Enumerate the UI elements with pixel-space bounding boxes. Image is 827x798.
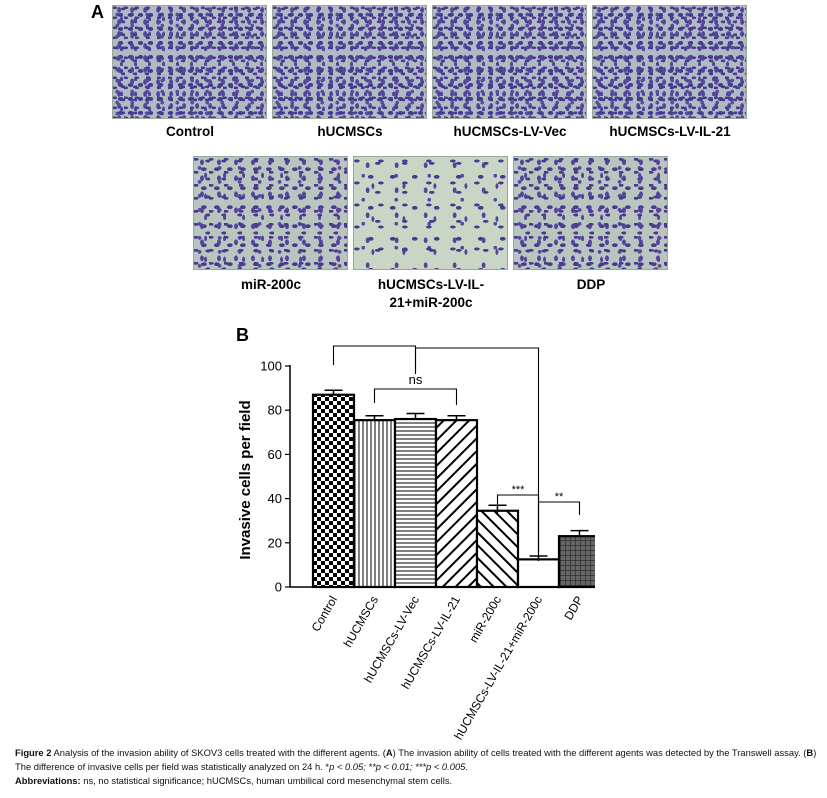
significance-brackets: ****ns***** [332,345,581,561]
micrograph-label-control: Control [166,124,214,139]
caption-text-1: Analysis of the invasion ability of SKOV… [51,747,386,758]
micrograph-label-hucmscs: hUCMSCs [317,124,383,139]
y-tick-label: 20 [268,535,282,550]
x-tick-labels: Control hUCMSCshUCMSCs-LV-VechUCMSCs-LV-I… [309,593,586,740]
significance-label: ns [409,372,423,387]
caption-figure-label: Figure 2 [15,747,52,758]
significance-bracket [537,501,581,561]
x-tick-label: Control [309,594,340,635]
panel-b-letter: B [236,325,249,345]
micrograph-hucmscs-lv-vec [432,5,587,119]
micrograph-label-ddp: DDP [576,277,606,292]
y-tick-label: 60 [268,447,282,462]
x-tick-label: hUCMSCs-LV-IL-21+miR-200c [451,594,545,741]
x-tick-label: miR-200c [466,594,504,645]
micrograph-mir-200c [193,156,348,270]
significance-bracket [373,388,458,405]
bar [475,509,520,589]
y-tick-label: 100 [260,359,282,374]
micrograph-label-hucmscs-lv-vec: hUCMSCs-LV-Vec [453,124,567,139]
micrograph-label-combo-line2: 21+miR-200c [389,295,473,310]
significance-label: *** [471,345,485,349]
y-tick-label: 40 [268,491,282,506]
bar [434,419,479,589]
caption-p2: p < 0.01; *** [375,761,427,772]
caption-p3: p < 0.005. [426,761,468,772]
y-axis-label: Invasive cells per field [237,400,254,559]
bar [516,558,561,589]
micrograph-combo [353,156,508,270]
bars [311,389,595,589]
micrograph-ddp [513,156,668,270]
micrograph-label-mir-200c: miR-200c [240,277,302,292]
micrograph-control [112,5,267,119]
micrograph-hucmscs-lv-il-21 [592,5,747,119]
caption-p1: p < 0.05; ** [329,761,376,772]
caption-ref-a: A [385,747,393,758]
significance-label: *** [512,484,526,496]
bar [393,417,438,589]
micrograph-label-combo: hUCMSCs-LV-IL- 21+miR-200c [346,276,516,312]
caption-abbreviations-text: ns, no statistical significance; hUCMSCs… [80,775,453,786]
y-tick-label: 80 [268,403,282,418]
micrograph-hucmscs [272,5,427,119]
significance-label: * [372,345,377,347]
caption-ref-b: B [806,747,814,758]
x-tick-label: DDP [561,594,586,623]
caption-abbreviations-label: Abbreviations: [15,775,81,786]
x-tick-label: hUCMSCs [341,594,381,650]
bar [352,419,397,589]
micrograph-label-hucmscs-lv-il-21: hUCMSCs-LV-IL-21 [609,124,731,139]
significance-label: ** [555,491,564,503]
panel-a-letter: A [91,2,104,22]
bar [311,393,356,589]
bar [557,535,595,589]
y-tick-label: 0 [275,580,282,595]
significance-bracket [332,345,417,372]
micrograph-label-combo-line1: hUCMSCs-LV-IL- [377,277,485,292]
figure-caption: Figure 2 Analysis of the invasion abilit… [15,746,820,788]
caption-text-2: ) The invasion ability of cells treated … [392,747,807,758]
caption-text-3: ) The difference of invasive cells per f… [15,747,817,772]
significance-bracket [414,347,540,552]
